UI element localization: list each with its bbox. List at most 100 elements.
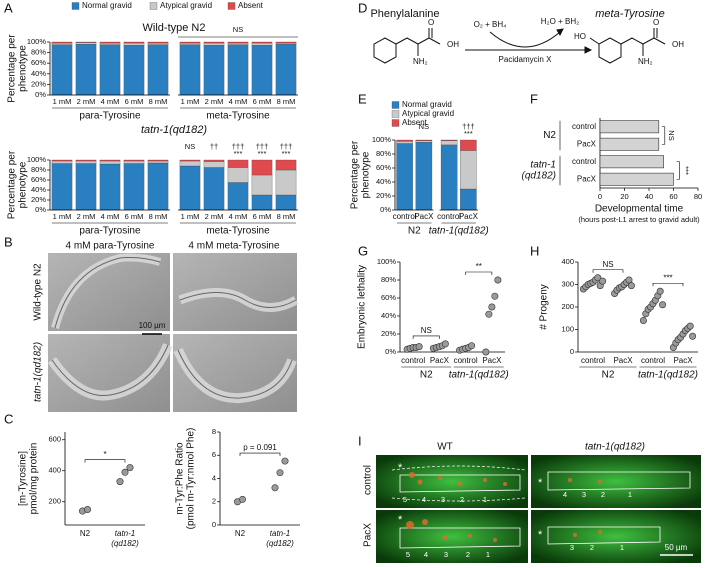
bar [599,137,660,151]
bar-segment [275,194,297,211]
significance-bracket [84,459,126,463]
bar-segment [396,143,413,211]
cell-number: 1 [628,490,632,499]
x-tick-label: (qd182) [266,539,294,548]
legend-label: Normal gravid [402,100,452,109]
bar-segment [203,159,225,162]
x-tick-label: control [437,212,461,221]
cell-number: 1 [486,550,490,559]
y-tick-label: 100 [561,324,574,333]
significance-bracket [661,126,666,145]
bar-segment [275,41,297,44]
bar-segment [251,159,273,176]
bar-segment [123,41,145,44]
y-tick-label: 400 [561,257,574,266]
y-tick-label: 60% [31,175,46,184]
x-tick-label: 40 [645,192,653,201]
data-point [689,332,697,340]
cell-number: 3 [570,543,574,552]
x-tick-label: 6 mM [253,97,272,106]
row-header: PacX [363,523,374,547]
x-tick-label: 0 [598,192,602,201]
significance-bracket [676,161,680,180]
bar-segment [227,41,249,44]
y-tick-label: 100% [27,155,47,164]
bar-segment [227,42,249,45]
legend-label: Absent [402,118,428,127]
x-tick-label: 4 mM [229,97,248,106]
panel-label: A [4,0,13,15]
bar-segment [99,160,121,165]
row-header: control [363,465,374,495]
bar-segment [251,174,273,196]
x-tick-label: 4 mM [101,97,120,106]
cell-number: 2 [460,495,464,504]
y-tick-label: 20% [31,195,46,204]
bar-segment [147,159,169,162]
x-tick-label: control [401,356,425,365]
x-tick-label: N2 [80,529,91,538]
bar-segment [251,194,273,211]
y-axis-label: phenotype [18,161,29,208]
bar-segment [203,45,225,96]
data-point [594,274,602,282]
bar-segment [440,144,458,211]
significance-label: ** [476,262,482,271]
significance-label: p = 0.091 [243,443,277,452]
group-label: meta-Tyrosine [206,226,270,237]
significance-label: NS [421,326,432,335]
bar-segment [275,169,297,196]
y-tick-label: control [572,157,596,166]
legend-label: Normal gravid [82,1,132,10]
significance-label: * [103,450,106,459]
x-tick-label: 1 mM [181,212,200,221]
panel-label: B [4,234,13,249]
bar-segment [227,167,249,183]
y-tick-label: 20% [381,329,396,338]
group-label: para-Tyrosine [79,226,141,237]
legend-label: Absent [238,1,264,10]
y-tick-label: 300 [561,279,574,288]
bar-segment [147,41,169,44]
data-point [441,340,449,348]
anterior-marker: * [538,477,543,489]
annotation: NS [233,25,243,34]
x-tick-label: PacX [414,212,434,221]
cell-number: 4 [563,490,567,499]
atom-label: NH₂ [413,57,428,66]
group-label: tatn-1(qd182) [449,370,509,381]
bar-segment [460,150,477,190]
x-tick-label: PacX [430,356,450,365]
bar-segment [275,42,297,45]
bar-segment [123,45,145,96]
annotation: NS [419,122,429,131]
y-tick-label: 0% [380,205,391,214]
y-tick-label: 40% [31,185,46,194]
atom-label: HO [574,32,586,41]
bar-segment [179,42,201,45]
legend-swatch [391,101,400,109]
row-header: tatn-1(qd182) [33,342,44,402]
y-axis-label: phenotype [18,45,29,92]
atom-label: NH₂ [638,57,653,66]
legend-label: Atypical gravid [160,1,212,10]
y-tick-label: 0 [570,347,574,356]
bar-segment [203,42,225,46]
data-point [485,310,493,318]
annotation: *** [282,149,291,158]
data-point [271,484,279,492]
data-point [276,469,284,477]
bar-segment [147,44,169,96]
data-point [84,505,92,513]
bar-segment [75,41,97,43]
group-label: N2 [602,370,615,381]
x-tick-label: control [454,356,478,365]
y-axis-label: phenotype [361,151,372,198]
bar-segment [460,139,477,151]
bar-segment [51,163,73,211]
y-axis-label: Percentage per [7,34,18,103]
y-tick-label: 200 [48,497,61,506]
bar-segment [123,163,145,211]
column-header: 4 mM para-Tyrosine [66,241,155,252]
data-point [239,495,247,503]
